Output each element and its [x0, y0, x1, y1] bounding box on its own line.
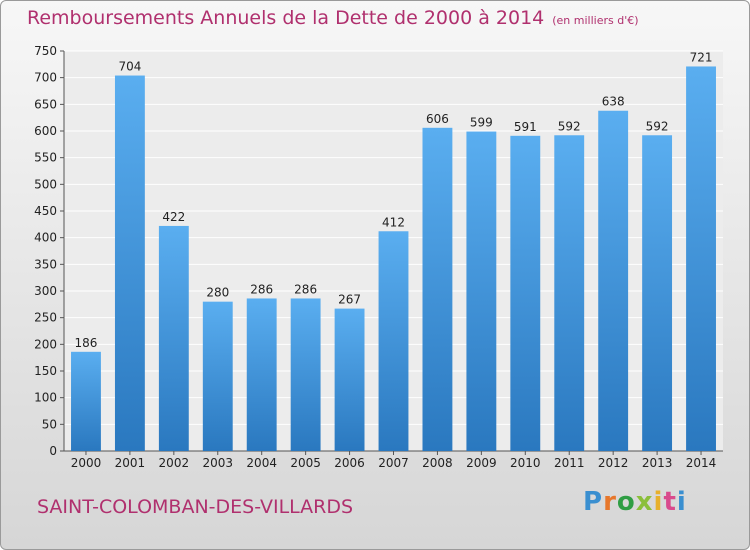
data-label: 721	[690, 50, 713, 64]
y-tick-label: 500	[34, 177, 57, 191]
bar	[378, 231, 409, 451]
bar	[422, 127, 453, 452]
bar	[642, 135, 673, 451]
logo-letter: i	[653, 487, 664, 517]
data-label: 599	[470, 116, 493, 130]
proxiti-logo: Proxiti	[583, 487, 687, 517]
chart-title-text: Remboursements Annuels de la Dette de 20…	[27, 7, 545, 29]
data-label: 280	[206, 286, 229, 300]
chart-subtitle: (en milliers d'€)	[552, 14, 639, 27]
logo-letter: o	[616, 487, 636, 517]
logo-letter: r	[603, 487, 617, 517]
bar	[290, 298, 321, 451]
bars	[71, 66, 716, 452]
bar	[202, 301, 233, 451]
data-label: 591	[514, 120, 537, 134]
x-tick-label: 2008	[422, 456, 453, 470]
bar	[510, 135, 541, 452]
data-label: 422	[162, 210, 185, 224]
y-tick-label: 700	[34, 71, 57, 85]
x-tick-label: 2004	[246, 456, 277, 470]
y-tick-label: 300	[34, 284, 57, 298]
x-tick-label: 2010	[510, 456, 541, 470]
y-tick-label: 750	[34, 44, 57, 58]
bar	[554, 135, 585, 451]
logo-letter: t	[663, 487, 677, 517]
logo-letter: P	[583, 487, 604, 517]
data-label: 286	[294, 282, 317, 296]
data-label: 592	[558, 119, 581, 133]
x-tick-label: 2009	[466, 456, 497, 470]
bar	[686, 66, 716, 451]
city-name: SAINT-COLOMBAN-DES-VILLARDS	[37, 496, 354, 518]
bar	[158, 225, 189, 451]
y-tick-label: 600	[34, 124, 57, 138]
bar-chart: 0 50 100 150 200 250 300 350 400 450 500 550 600 650 7…	[34, 44, 723, 470]
data-label: 286	[250, 282, 273, 296]
data-label: 606	[426, 112, 449, 126]
logo-letter: x	[635, 487, 654, 517]
logo-letter: i	[676, 487, 687, 517]
data-label: 412	[382, 215, 405, 229]
y-tick-label: 50	[42, 417, 57, 431]
bar	[466, 131, 497, 452]
data-label: 186	[75, 336, 98, 350]
y-tick-label: 450	[34, 204, 57, 218]
bar	[598, 110, 629, 451]
value-labels: 186 704 422 280 286 286 267 412 606 599 591 592 638 5…	[75, 50, 713, 349]
x-tick-label: 2005	[290, 456, 321, 470]
x-tick-label: 2014	[686, 456, 717, 470]
y-tick-label: 250	[34, 311, 57, 325]
bar	[71, 351, 101, 451]
data-label: 592	[646, 119, 669, 133]
x-tick-label: 2001	[115, 456, 146, 470]
data-label: 267	[338, 293, 361, 307]
data-label: 704	[118, 60, 141, 74]
x-tick-label: 2011	[554, 456, 585, 470]
y-tick-label: 200	[34, 337, 57, 351]
x-tick-label: 2006	[334, 456, 365, 470]
x-axis: 2000 2001 2002 2003 2004 2005 2006 2007 2008 2009…	[71, 451, 717, 470]
x-tick-label: 2000	[71, 456, 102, 470]
bar	[114, 75, 145, 452]
x-tick-label: 2012	[598, 456, 629, 470]
bar	[334, 308, 365, 451]
y-tick-label: 0	[49, 444, 57, 458]
y-tick-label: 400	[34, 231, 57, 245]
y-tick-label: 100	[34, 391, 57, 405]
data-label: 638	[602, 95, 625, 109]
x-tick-label: 2002	[159, 456, 190, 470]
y-tick-label: 550	[34, 151, 57, 165]
y-tick-label: 150	[34, 364, 57, 378]
y-tick-label: 650	[34, 97, 57, 111]
x-tick-label: 2003	[202, 456, 233, 470]
x-tick-label: 2013	[642, 456, 673, 470]
y-tick-label: 350	[34, 257, 57, 271]
x-tick-label: 2007	[378, 456, 409, 470]
bar	[246, 298, 277, 451]
chart-title: Remboursements Annuels de la Dette de 20…	[27, 7, 639, 29]
